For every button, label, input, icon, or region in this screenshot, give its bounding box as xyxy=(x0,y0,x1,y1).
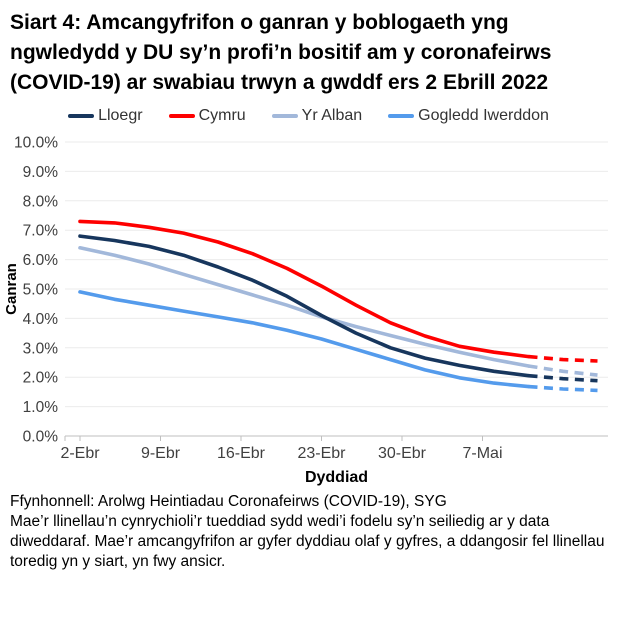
svg-text:3.0%: 3.0% xyxy=(23,340,59,357)
legend-label-gogledd-iwerddon: Gogledd Iwerddon xyxy=(418,107,549,124)
y-axis-title: Canran xyxy=(3,263,20,315)
svg-text:9.0%: 9.0% xyxy=(23,164,59,181)
svg-text:4.0%: 4.0% xyxy=(23,311,59,328)
svg-text:8.0%: 8.0% xyxy=(23,193,59,210)
series-line-cymru-dashed xyxy=(528,354,598,363)
note-line: Mae’r llinellau’n cynrychioli’r tueddiad… xyxy=(10,513,605,570)
svg-text:0.0%: 0.0% xyxy=(23,429,59,446)
chart-legend: Lloegr Cymru Yr Alban Gogledd Iwerddon xyxy=(0,106,617,126)
svg-text:2-Ebr: 2-Ebr xyxy=(60,445,100,462)
svg-text:23-Ebr: 23-Ebr xyxy=(297,445,346,462)
series-line-cymru xyxy=(78,219,531,359)
svg-text:10.0%: 10.0% xyxy=(14,135,58,152)
series-cymru xyxy=(78,219,598,363)
legend-label-yr-alban: Yr Alban xyxy=(301,107,363,124)
series-line-gogledd-iwerddon xyxy=(78,290,531,389)
series-line-yr-alban xyxy=(78,246,531,368)
legend-label-cymru: Cymru xyxy=(198,107,246,124)
chart-footnotes: Ffynhonnell: Arolwg Heintiadau Coronafei… xyxy=(10,492,610,572)
series-yr-alban xyxy=(78,246,598,377)
svg-text:7-Mai: 7-Mai xyxy=(462,445,502,462)
legend-line-swatch-cymru xyxy=(168,114,195,118)
legend-label-lloegr: Lloegr xyxy=(98,107,143,124)
svg-text:6.0%: 6.0% xyxy=(23,252,59,269)
legend-item-lloegr: Lloegr xyxy=(68,107,143,125)
chart-title: Siart 4: Amcangyfrifon o ganran y boblog… xyxy=(10,11,552,94)
svg-text:5.0%: 5.0% xyxy=(23,282,59,299)
series-line-lloegr-dashed xyxy=(528,373,598,383)
legend-item-cymru: Cymru xyxy=(168,107,246,125)
y-axis-tick-labels: 0.0% 1.0% 2.0% 3.0% 4.0% 5.0% 6.0% 7.0% 8.0% 9.0%… xyxy=(14,135,58,446)
svg-text:7.0%: 7.0% xyxy=(23,223,59,240)
series-line-gogledd-iwerddon-dashed xyxy=(528,384,598,393)
svg-text:30-Ebr: 30-Ebr xyxy=(378,445,427,462)
x-axis-tick-labels: 2-Ebr 9-Ebr 16-Ebr 23-Ebr 30-Ebr 7-Mai xyxy=(60,445,502,462)
svg-text:16-Ebr: 16-Ebr xyxy=(217,445,266,462)
legend-item-gogledd-iwerddon: Gogledd Iwerddon xyxy=(388,107,549,125)
x-axis xyxy=(64,435,608,441)
legend-line-swatch-lloegr xyxy=(68,114,95,118)
series-line-yr-alban-dashed xyxy=(528,364,598,377)
legend-line-swatch-gogledd-iwerddon xyxy=(388,114,415,118)
series-lloegr xyxy=(78,234,598,383)
svg-text:9-Ebr: 9-Ebr xyxy=(141,445,181,462)
svg-text:2.0%: 2.0% xyxy=(23,370,59,387)
source-line: Ffynhonnell: Arolwg Heintiadau Coronafei… xyxy=(10,493,447,510)
svg-text:1.0%: 1.0% xyxy=(23,399,59,416)
series-line-lloegr xyxy=(78,234,531,378)
legend-line-swatch-yr-alban xyxy=(271,114,298,118)
x-axis-title: Dyddiad xyxy=(305,469,368,486)
legend-item-yr-alban: Yr Alban xyxy=(271,107,363,125)
line-chart: 0.0% 1.0% 2.0% 3.0% 4.0% 5.0% 6.0% 7.0% 8.0% 9.0%… xyxy=(3,135,608,486)
series-gogledd-iwerddon xyxy=(78,290,598,393)
